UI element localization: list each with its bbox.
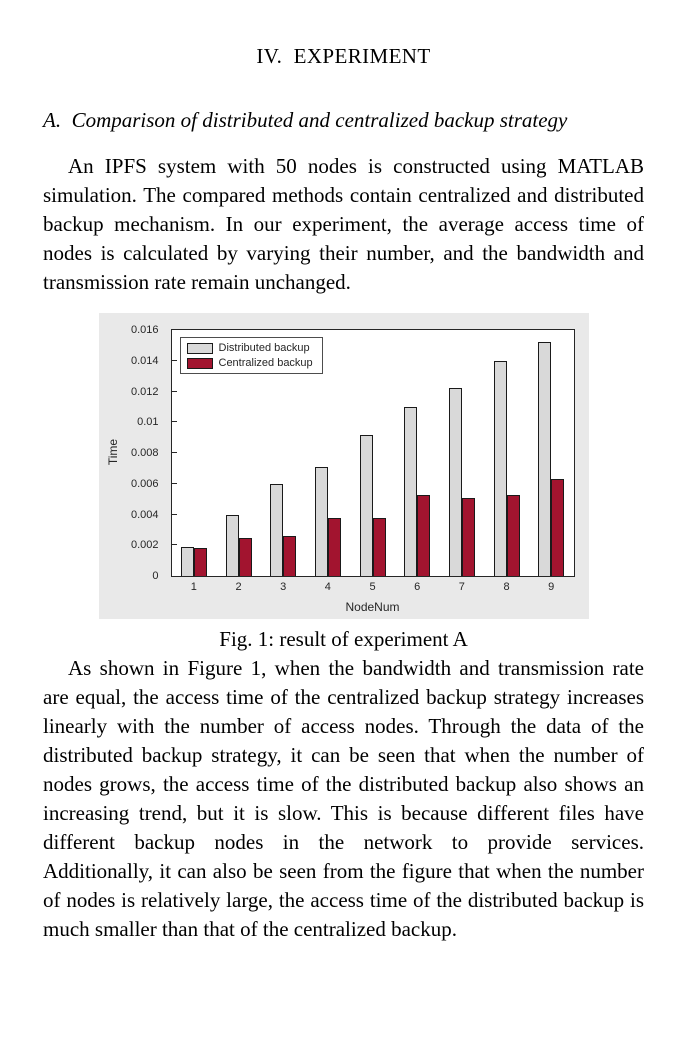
x-tick-label: 9	[548, 581, 555, 593]
legend-item: Distributed backup	[186, 342, 313, 354]
centralized-backup-bar	[372, 517, 386, 576]
y-tick-mark	[171, 421, 177, 423]
centralized-backup-bar	[327, 517, 341, 576]
distributed-backup-bar	[404, 406, 418, 576]
x-axis-label: NodeNum	[345, 600, 400, 614]
centralized-backup-bar	[417, 494, 431, 576]
distributed-backup-bar	[359, 434, 373, 576]
y-axis-tick-labels: 0 0.002 0.004 0.006 0.008 0.01 0.012 0.014 0.016	[99, 324, 165, 582]
y-tick-mark	[171, 390, 177, 392]
x-tick-label: 4	[324, 581, 331, 593]
y-tick-label: 0.012	[130, 385, 159, 398]
distributed-backup-bar	[180, 546, 194, 576]
centralized-backup-bar	[551, 479, 565, 576]
legend-label: Centralized backup	[218, 357, 313, 369]
legend-item: Centralized backup	[186, 357, 313, 369]
legend-label: Distributed backup	[218, 342, 310, 354]
y-tick-mark	[171, 544, 177, 546]
paragraph-1: An IPFS system with 50 nodes is construc…	[43, 154, 644, 294]
x-tick-label: 1	[190, 581, 197, 593]
centralized-backup-bar	[238, 537, 252, 576]
chart-legend: Distributed backup Centralized backup	[179, 337, 323, 374]
centralized-backup-bar	[283, 536, 297, 576]
subsection-heading: A. Comparison of distributed and central…	[43, 108, 568, 132]
centralized-backup-bar	[506, 494, 520, 576]
y-tick-mark	[171, 482, 177, 484]
y-tick-mark	[171, 359, 177, 361]
figure-caption: Fig. 1: result of experiment A	[219, 627, 468, 651]
distributed-backup-bar	[448, 388, 462, 576]
figure-1: Time 0 0.002 0.004 0.006 0.008 0.01 0.012 0.014…	[43, 313, 644, 654]
x-tick-label: 6	[414, 581, 421, 593]
x-tick-label: 7	[458, 581, 465, 593]
distributed-backup-bar	[225, 514, 239, 576]
x-axis-tick-labels: 1 2 3 4 5 6 7 8 9	[172, 581, 574, 594]
y-tick-label: 0.01	[137, 416, 159, 429]
y-tick-label: 0	[152, 570, 159, 582]
centralized-backup-bar	[461, 497, 475, 576]
y-tick-label: 0.008	[130, 447, 159, 459]
centralized-backup-bar	[193, 548, 207, 576]
distributed-backup-bar	[270, 483, 284, 576]
x-tick-label: 5	[369, 581, 376, 593]
y-tick-mark	[171, 513, 177, 515]
legend-swatch	[186, 342, 213, 354]
y-tick-label: 0.014	[130, 354, 159, 367]
section-heading: IV. EXPERIMENT	[256, 44, 431, 68]
y-tick-label: 0.004	[130, 508, 159, 521]
x-tick-label: 2	[235, 581, 242, 593]
x-tick-label: 3	[280, 581, 287, 593]
distributed-backup-bar	[314, 466, 328, 576]
distributed-backup-bar	[493, 360, 507, 576]
y-tick-label: 0.002	[130, 539, 159, 552]
plot-area: Distributed backup Centralized backup	[170, 329, 575, 577]
x-tick-label: 8	[503, 581, 510, 593]
legend-swatch	[186, 357, 213, 369]
paragraph-2: As shown in Figure 1, when the bandwidth…	[43, 656, 644, 941]
bar-chart-figure: Time 0 0.002 0.004 0.006 0.008 0.01 0.012 0.014…	[98, 313, 589, 619]
distributed-backup-bar	[538, 342, 552, 576]
y-tick-label: 0.006	[130, 477, 159, 490]
y-tick-mark	[171, 452, 177, 453]
y-tick-label: 0.016	[130, 324, 159, 336]
